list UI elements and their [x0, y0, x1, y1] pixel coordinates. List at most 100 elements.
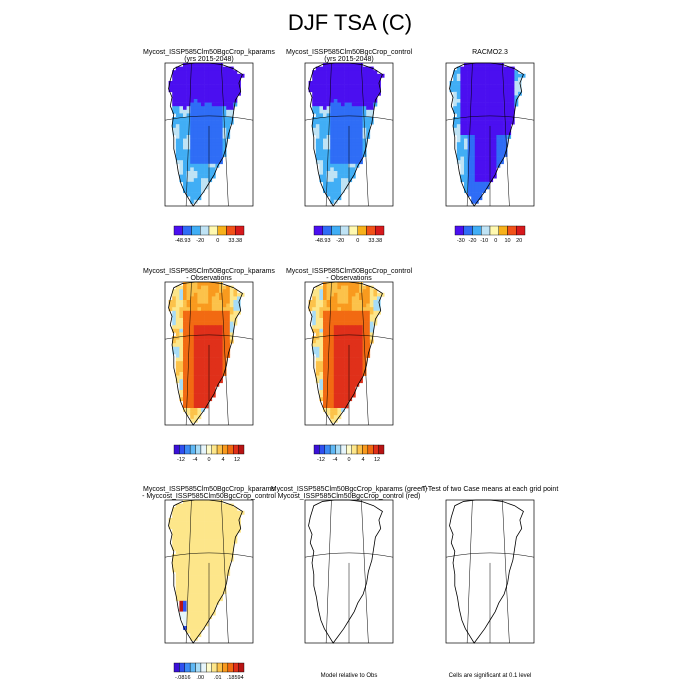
grid-cell: [193, 328, 198, 333]
grid-cell: [330, 368, 335, 373]
grid-cell: [323, 135, 327, 139]
grid-cell: [478, 181, 483, 186]
grid-cell: [500, 142, 504, 147]
grid-cell: [348, 382, 353, 387]
grid-cell: [201, 608, 205, 612]
grid-cell: [190, 192, 195, 197]
grid-cell: [355, 142, 360, 147]
grid-cell: [319, 70, 324, 75]
colorbar-swatch: [351, 444, 358, 455]
grid-cell: [193, 536, 198, 540]
grid-cell: [482, 120, 486, 125]
grid-cell: [197, 408, 202, 412]
grid-cell: [500, 160, 504, 165]
grid-cell: [464, 99, 468, 103]
grid-cell: [190, 153, 195, 157]
grid-cell: [330, 66, 335, 71]
grid-cell: [197, 109, 202, 114]
grid-cell: [315, 145, 320, 150]
grid-cell: [323, 70, 327, 75]
grid-cell: [337, 174, 342, 179]
grid-cell: [179, 521, 184, 526]
grid-cell: [193, 608, 198, 612]
grid-cell: [226, 296, 231, 301]
grid-cell: [226, 124, 231, 129]
grid-cell: [464, 185, 468, 190]
grid-cell: [215, 379, 220, 384]
grid-cell: [359, 379, 363, 384]
grid-cell: [337, 292, 342, 297]
grid-cell: [219, 292, 223, 297]
grid-cell: [514, 95, 519, 100]
grid-cell: [474, 120, 479, 125]
grid-cell: [474, 95, 479, 100]
grid-cell: [215, 156, 220, 161]
grid-cell: [219, 375, 223, 380]
grid-cell: [503, 135, 508, 139]
grid-cell: [201, 593, 205, 598]
grid-cell: [319, 171, 324, 175]
grid-cell: [330, 282, 335, 286]
grid-cell: [326, 131, 331, 136]
grid-cell: [348, 178, 353, 183]
grid-cell: [467, 117, 472, 121]
grid-cell: [193, 153, 198, 157]
grid-cell: [478, 99, 483, 103]
grid-cell: [333, 84, 338, 89]
grid-cell: [179, 604, 184, 609]
grid-cell: [179, 149, 184, 154]
grid-cell: [337, 354, 342, 358]
grid-cell: [190, 375, 195, 380]
grid-cell: [211, 503, 216, 508]
grid-cell: [179, 386, 184, 391]
grid-cell: [496, 84, 501, 89]
grid-cell: [219, 113, 223, 118]
grid-cell: [183, 167, 187, 172]
grid-cell: [240, 73, 245, 78]
colorbar-swatch: [222, 444, 229, 455]
grid-cell: [496, 95, 501, 100]
grid-cell: [330, 415, 335, 420]
grid-cell: [366, 106, 371, 111]
grid-cell: [222, 310, 227, 315]
colorbar-swatch: [173, 444, 180, 455]
grid-cell: [183, 550, 187, 555]
grid-cell: [366, 285, 371, 290]
grid-cell: [186, 518, 191, 522]
grid-cell: [186, 397, 191, 402]
grid-cell: [366, 70, 371, 75]
grid-cell: [319, 149, 324, 154]
grid-cell: [344, 84, 349, 89]
grid-cell: [474, 131, 479, 136]
grid-cell: [219, 364, 223, 369]
grid-cell: [489, 156, 494, 161]
grid-cell: [211, 318, 216, 322]
colorbar-swatch: [516, 225, 526, 236]
grid-cell: [315, 73, 320, 78]
grid-cell: [330, 149, 335, 154]
grid-cell: [482, 77, 486, 82]
grid-cell: [341, 393, 345, 398]
grid-cell: [355, 124, 360, 129]
grid-cell: [197, 536, 202, 540]
grid-cell: [333, 171, 338, 175]
grid-cell: [193, 318, 198, 322]
grid-cell: [190, 163, 195, 168]
grid-cell: [183, 282, 187, 286]
grid-cell: [175, 593, 180, 598]
grid-cell: [193, 543, 198, 548]
grid-cell: [359, 156, 363, 161]
grid-cell: [348, 296, 353, 301]
grid-cell: [229, 507, 234, 512]
grid-cell: [229, 310, 234, 315]
grid-cell: [330, 343, 335, 348]
colorbar-swatch: [173, 662, 180, 673]
grid-cell: [183, 171, 187, 175]
grid-cell: [362, 73, 367, 78]
grid-cell: [341, 289, 345, 294]
grid-cell: [211, 339, 216, 344]
colorbar: -12 -4 0 4 12: [173, 444, 245, 463]
grid-cell: [193, 339, 198, 344]
grid-cell: [204, 550, 209, 555]
grid-cell: [208, 102, 213, 107]
